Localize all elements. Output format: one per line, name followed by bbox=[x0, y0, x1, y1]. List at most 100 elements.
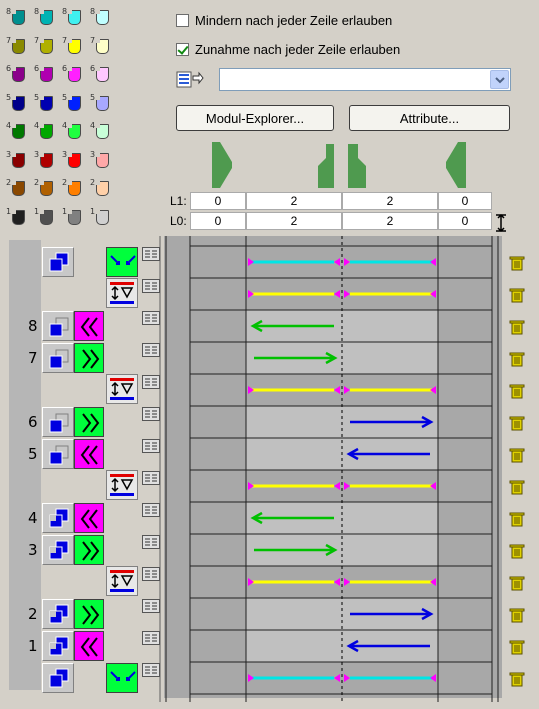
chevron-right-icon[interactable] bbox=[74, 407, 104, 437]
thread-guide-icon[interactable] bbox=[106, 663, 138, 693]
row-settings-icon[interactable] bbox=[142, 343, 160, 357]
chevron-left-icon[interactable] bbox=[74, 311, 104, 341]
palette-color-swatch[interactable]: 6 bbox=[62, 63, 90, 89]
chevron-left-icon[interactable] bbox=[74, 439, 104, 469]
palette-color-swatch[interactable]: 7 bbox=[62, 35, 90, 61]
row-settings-icon[interactable] bbox=[142, 631, 160, 645]
delete-row-icon[interactable] bbox=[509, 255, 525, 271]
row-settings-icon[interactable] bbox=[142, 407, 160, 421]
module-explorer-button[interactable]: Modul-Explorer... bbox=[176, 105, 334, 131]
delete-row-icon[interactable] bbox=[509, 607, 525, 623]
palette-color-swatch[interactable]: 3 bbox=[6, 149, 34, 175]
chevron-left-icon[interactable] bbox=[74, 631, 104, 661]
row-settings-icon[interactable] bbox=[142, 247, 160, 261]
palette-color-swatch[interactable]: 3 bbox=[90, 149, 118, 175]
row-settings-icon[interactable] bbox=[142, 471, 160, 485]
l0-value[interactable]: 0 bbox=[438, 212, 492, 230]
system-select-button[interactable] bbox=[42, 343, 74, 373]
l0-value[interactable]: 2 bbox=[246, 212, 342, 230]
transfer-icon[interactable] bbox=[106, 566, 138, 596]
row-settings-icon[interactable] bbox=[142, 311, 160, 325]
palette-color-swatch[interactable]: 4 bbox=[6, 120, 34, 146]
chevron-left-icon[interactable] bbox=[74, 503, 104, 533]
palette-color-swatch[interactable]: 6 bbox=[34, 63, 62, 89]
system-select-button[interactable] bbox=[42, 247, 74, 277]
delete-row-icon[interactable] bbox=[509, 319, 525, 335]
palette-color-swatch[interactable]: 2 bbox=[90, 177, 118, 203]
delete-row-icon[interactable] bbox=[509, 351, 525, 367]
palette-color-swatch[interactable]: 8 bbox=[6, 6, 34, 32]
module-select-dropdown[interactable] bbox=[219, 68, 511, 91]
l0-value[interactable]: 0 bbox=[190, 212, 246, 230]
palette-color-swatch[interactable]: 2 bbox=[34, 177, 62, 203]
resize-height-icon[interactable] bbox=[494, 214, 508, 232]
palette-color-swatch[interactable]: 1 bbox=[34, 206, 62, 232]
palette-color-swatch[interactable]: 7 bbox=[6, 35, 34, 61]
chevron-right-icon[interactable] bbox=[74, 535, 104, 565]
l1-value[interactable]: 2 bbox=[342, 192, 438, 210]
delete-row-icon[interactable] bbox=[509, 287, 525, 303]
system-select-button[interactable] bbox=[42, 631, 74, 661]
palette-color-swatch[interactable]: 4 bbox=[34, 120, 62, 146]
delete-row-icon[interactable] bbox=[509, 415, 525, 431]
palette-color-swatch[interactable]: 4 bbox=[62, 120, 90, 146]
palette-color-swatch[interactable]: 7 bbox=[90, 35, 118, 61]
chevron-down-icon[interactable] bbox=[490, 70, 509, 89]
row-settings-icon[interactable] bbox=[142, 535, 160, 549]
palette-color-swatch[interactable]: 1 bbox=[90, 206, 118, 232]
delete-row-icon[interactable] bbox=[509, 575, 525, 591]
chevron-right-icon[interactable] bbox=[74, 599, 104, 629]
delete-row-icon[interactable] bbox=[509, 639, 525, 655]
delete-row-icon[interactable] bbox=[509, 383, 525, 399]
system-select-button[interactable] bbox=[42, 503, 74, 533]
l0-value[interactable]: 2 bbox=[342, 212, 438, 230]
row-settings-icon[interactable] bbox=[142, 567, 160, 581]
sequence-list-icon[interactable] bbox=[176, 70, 204, 90]
system-select-button[interactable] bbox=[42, 311, 74, 341]
palette-color-swatch[interactable]: 7 bbox=[34, 35, 62, 61]
delete-row-icon[interactable] bbox=[509, 671, 525, 687]
delete-row-icon[interactable] bbox=[509, 479, 525, 495]
row-settings-icon[interactable] bbox=[142, 503, 160, 517]
chevron-right-icon[interactable] bbox=[74, 343, 104, 373]
palette-color-swatch[interactable]: 4 bbox=[90, 120, 118, 146]
row-settings-icon[interactable] bbox=[142, 439, 160, 453]
row-settings-icon[interactable] bbox=[142, 375, 160, 389]
delete-row-icon[interactable] bbox=[509, 543, 525, 559]
allow-decrease-checkbox[interactable] bbox=[176, 13, 189, 27]
system-select-button[interactable] bbox=[42, 599, 74, 629]
transfer-icon[interactable] bbox=[106, 374, 138, 404]
row-settings-icon[interactable] bbox=[142, 599, 160, 613]
transfer-icon[interactable] bbox=[106, 470, 138, 500]
palette-color-swatch[interactable]: 6 bbox=[6, 63, 34, 89]
palette-color-swatch[interactable]: 5 bbox=[62, 92, 90, 118]
palette-color-swatch[interactable]: 2 bbox=[6, 177, 34, 203]
delete-row-icon[interactable] bbox=[509, 511, 525, 527]
allow-increase-checkbox[interactable] bbox=[176, 42, 189, 56]
l1-value[interactable]: 0 bbox=[190, 192, 246, 210]
palette-color-swatch[interactable]: 2 bbox=[62, 177, 90, 203]
l1-value[interactable]: 2 bbox=[246, 192, 342, 210]
allow-increase-option[interactable]: Zunahme nach jeder Zeile erlauben bbox=[176, 40, 400, 58]
palette-color-swatch[interactable]: 6 bbox=[90, 63, 118, 89]
row-settings-icon[interactable] bbox=[142, 663, 160, 677]
palette-color-swatch[interactable]: 5 bbox=[6, 92, 34, 118]
palette-color-swatch[interactable]: 5 bbox=[34, 92, 62, 118]
palette-color-swatch[interactable]: 1 bbox=[62, 206, 90, 232]
palette-color-swatch[interactable]: 8 bbox=[62, 6, 90, 32]
delete-row-icon[interactable] bbox=[509, 447, 525, 463]
system-select-button[interactable] bbox=[42, 439, 74, 469]
l1-value[interactable]: 0 bbox=[438, 192, 492, 210]
palette-color-swatch[interactable]: 8 bbox=[90, 6, 118, 32]
row-settings-icon[interactable] bbox=[142, 279, 160, 293]
palette-color-swatch[interactable]: 5 bbox=[90, 92, 118, 118]
palette-color-swatch[interactable]: 3 bbox=[62, 149, 90, 175]
system-select-button[interactable] bbox=[42, 407, 74, 437]
transfer-icon[interactable] bbox=[106, 278, 138, 308]
palette-color-swatch[interactable]: 3 bbox=[34, 149, 62, 175]
allow-decrease-option[interactable]: Mindern nach jeder Zeile erlauben bbox=[176, 11, 392, 29]
system-select-button[interactable] bbox=[42, 535, 74, 565]
system-select-button[interactable] bbox=[42, 663, 74, 693]
attributes-button[interactable]: Attribute... bbox=[349, 105, 510, 131]
palette-color-swatch[interactable]: 1 bbox=[6, 206, 34, 232]
